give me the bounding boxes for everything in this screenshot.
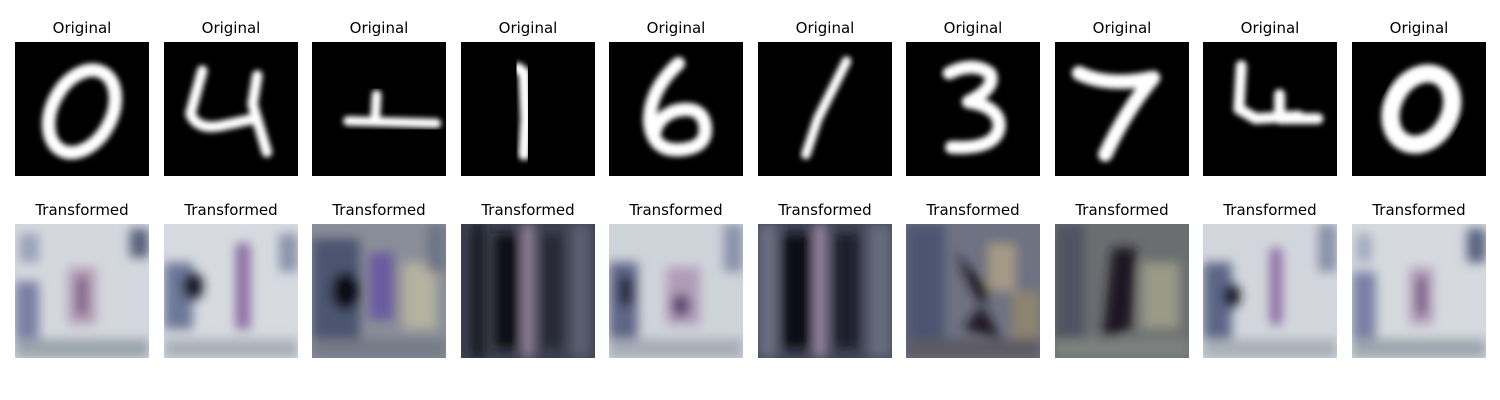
panel-title: Original xyxy=(498,19,558,37)
panel-title: Original xyxy=(1389,19,1449,37)
panel-title: Transformed xyxy=(1223,201,1317,219)
transformed-image xyxy=(1352,224,1486,358)
original-panel: Original xyxy=(312,16,446,186)
transformed-panel: Transformed xyxy=(1352,198,1486,368)
panel-title: Original xyxy=(646,19,706,37)
transformed-panel: Transformed xyxy=(312,198,446,368)
original-digit-0-image xyxy=(15,42,149,176)
transformed-image xyxy=(461,224,595,358)
original-digit-4-image xyxy=(1203,42,1337,176)
panel-title: Original xyxy=(52,19,112,37)
panel-title: Original xyxy=(201,19,261,37)
transformed-image xyxy=(15,224,149,358)
original-panel: Original xyxy=(461,16,595,186)
transformed-panel: Transformed xyxy=(15,198,149,368)
panel-title: Transformed xyxy=(778,201,872,219)
transformed-image xyxy=(1055,224,1189,358)
panel-title: Original xyxy=(795,19,855,37)
original-panel: Original xyxy=(164,16,298,186)
transformed-panel: Transformed xyxy=(906,198,1040,368)
original-panel: Original xyxy=(15,16,149,186)
panel-title: Original xyxy=(943,19,1003,37)
original-digit-3-image xyxy=(906,42,1040,176)
original-panel: Original xyxy=(906,16,1040,186)
transformed-image xyxy=(609,224,743,358)
transformed-image xyxy=(758,224,892,358)
original-digit-1-image xyxy=(312,42,446,176)
panel-title: Transformed xyxy=(1372,201,1466,219)
original-panel: Original xyxy=(1203,16,1337,186)
panel-title: Original xyxy=(349,19,409,37)
transformed-image xyxy=(312,224,446,358)
panel-title: Transformed xyxy=(184,201,278,219)
original-row: Original Original Original Original xyxy=(0,16,1500,186)
original-digit-1-image xyxy=(461,42,595,176)
original-digit-6-image xyxy=(609,42,743,176)
original-digit-0-image xyxy=(1352,42,1486,176)
original-digit-1-image xyxy=(758,42,892,176)
transformed-row: Transformed Transformed xyxy=(0,198,1500,368)
panel-title: Transformed xyxy=(1075,201,1169,219)
transformed-panel: Transformed xyxy=(758,198,892,368)
panel-title: Transformed xyxy=(35,201,129,219)
panel-title: Transformed xyxy=(481,201,575,219)
original-digit-4-image xyxy=(164,42,298,176)
original-panel: Original xyxy=(609,16,743,186)
panel-title: Transformed xyxy=(332,201,426,219)
transformed-image xyxy=(164,224,298,358)
panel-title: Transformed xyxy=(926,201,1020,219)
panel-title: Original xyxy=(1092,19,1152,37)
transformed-panel: Transformed xyxy=(609,198,743,368)
original-panel: Original xyxy=(758,16,892,186)
transformed-panel: Transformed xyxy=(164,198,298,368)
original-panel: Original xyxy=(1352,16,1486,186)
transformed-image xyxy=(906,224,1040,358)
transformed-image xyxy=(1203,224,1337,358)
original-digit-7-image xyxy=(1055,42,1189,176)
transformed-panel: Transformed xyxy=(1055,198,1189,368)
panel-title: Transformed xyxy=(629,201,723,219)
panel-title: Original xyxy=(1240,19,1300,37)
transformed-panel: Transformed xyxy=(1203,198,1337,368)
original-panel: Original xyxy=(1055,16,1189,186)
transformed-panel: Transformed xyxy=(461,198,595,368)
